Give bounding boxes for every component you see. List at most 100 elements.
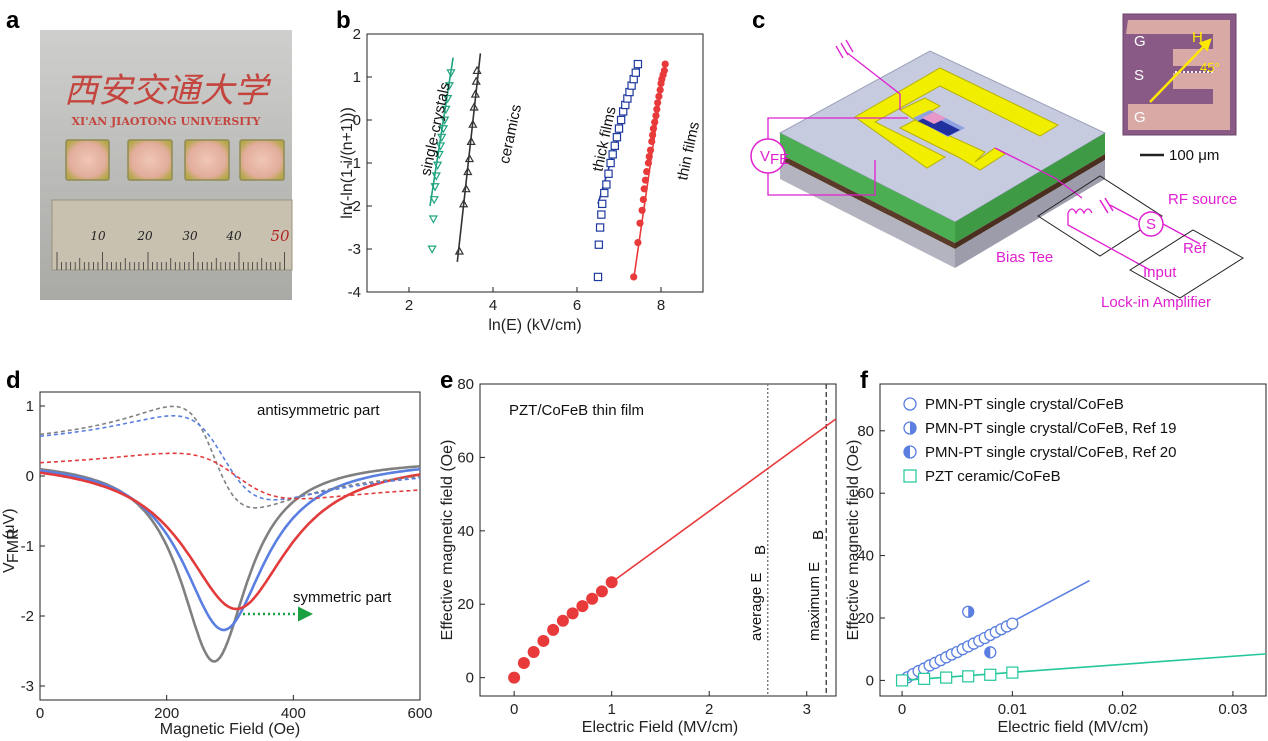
- e-point: [537, 634, 550, 647]
- weibull-point: [440, 116, 450, 125]
- f-data: [895, 579, 1267, 687]
- inset-angle-label: 45°: [1200, 60, 1220, 75]
- weibull-point: [648, 137, 656, 146]
- weibull-point: [466, 136, 476, 145]
- micrograph-inset: G S G H 45°: [1122, 13, 1237, 136]
- inset-field-label: H: [1192, 29, 1203, 46]
- f-legend-marker: [903, 397, 917, 411]
- f-legend-label: PZT ceramic/CoFeB: [925, 468, 1061, 485]
- f-y-tick-label: 60: [857, 485, 874, 502]
- ruler-ticks: [56, 252, 285, 270]
- weibull-fit-line: [456, 53, 482, 262]
- fmr-y-tick-label: 0: [26, 468, 34, 485]
- weibull-point: [437, 133, 447, 143]
- maximum-eb-label: maximum E: [806, 562, 823, 641]
- e-axis-ticks: 0 1 2 3 0 20 40 60 80: [457, 376, 811, 718]
- fmr-curve-anti: [39, 415, 421, 501]
- e-point: [576, 600, 589, 613]
- weibull-point: [652, 112, 660, 120]
- f-x-tick-label: 0.02: [1108, 701, 1137, 718]
- weibull-y-label: ln(-ln(1-i/(n+1))): [339, 107, 356, 219]
- e-point: [556, 614, 569, 627]
- f-y-tick-label: 0: [866, 672, 874, 689]
- weibull-y-tick-label: 0: [353, 112, 361, 129]
- e-point: [517, 656, 530, 669]
- fmr-y-tick-label: 1: [26, 398, 34, 415]
- micrograph-electrodes: [1126, 20, 1230, 130]
- weibull-y-tick-label: -4: [348, 284, 361, 301]
- e-point: [547, 623, 560, 636]
- e-y-tick-label: 80: [457, 376, 474, 393]
- fmr-y-tick-label: -1: [21, 538, 34, 555]
- weibull-point: [469, 102, 479, 111]
- e-point: [605, 576, 618, 589]
- e-point: [527, 645, 540, 658]
- electrode-tab: [898, 97, 942, 121]
- fmr-y-tick-label: -2: [21, 608, 34, 625]
- e-x-tick-label: 0: [510, 701, 518, 718]
- fmr-x-tick-label: 200: [154, 705, 179, 722]
- fmr-y-label: V: [1, 562, 18, 573]
- ruler-body: [51, 199, 293, 271]
- f-plot-frame: [879, 383, 1267, 697]
- university-logo: 西安交通大学: [64, 71, 272, 111]
- weibull-point: [636, 219, 644, 227]
- ruler-mark-50: 50: [270, 227, 290, 245]
- weibull-point: [470, 89, 480, 98]
- f-legend-marker: [903, 469, 917, 483]
- e-y-tick-label: 40: [457, 523, 474, 540]
- weibull-point: [472, 65, 482, 75]
- weibull-point: [638, 206, 646, 214]
- average-eb-sub: B: [752, 545, 769, 555]
- weibull-point: [600, 188, 609, 198]
- f-point: [895, 674, 909, 687]
- f-point-fill: [968, 606, 974, 618]
- fmr-x-label: Magnetic Field (Oe): [160, 721, 301, 738]
- weibull-point: [597, 210, 606, 219]
- fmr-data: [39, 405, 421, 663]
- weibull-x-tick-label: 2: [405, 297, 413, 314]
- e-x-tick-label: 2: [705, 701, 713, 718]
- weibull-point: [463, 166, 473, 176]
- pzt-strip: [922, 112, 946, 124]
- weibull-x-tick-label: 8: [657, 297, 665, 314]
- fmr-y-label-unit: (μV): [1, 508, 18, 539]
- f-point: [918, 672, 931, 685]
- fmr-curve-sym: [39, 471, 421, 611]
- f-point: [962, 605, 975, 618]
- sample-2: [127, 139, 173, 181]
- f-legend-marker-fill: [904, 446, 910, 458]
- weibull-x-tick-label: 6: [573, 297, 581, 314]
- weibull-point: [602, 180, 611, 189]
- weibull-point: [639, 195, 647, 204]
- weibull-point: [641, 176, 650, 184]
- fmr-curve-anti: [39, 405, 421, 509]
- e-fit-line: [611, 418, 837, 583]
- weibull-point: [634, 238, 642, 247]
- ruler-mark-20: 20: [136, 229, 153, 243]
- f-axis-ticks: 0 0.01 0.02 0.03 0 20 40 60 80: [857, 423, 1247, 718]
- bottom-left: [780, 154, 955, 249]
- inductor-icon: [1067, 208, 1093, 215]
- fmr-chart: 0 200 400 600 -3 -2 -1 0 1 Magnetic Field (Oe) V…: [1, 391, 433, 738]
- annotation-symmetric: symmetric part: [293, 589, 392, 606]
- weibull-y-tick-label: -2: [348, 198, 361, 215]
- e-point: [566, 607, 579, 620]
- capacitor-icon: [1099, 199, 1109, 214]
- e-chart-title: PZT/CoFeB thin film: [509, 402, 644, 419]
- wiring: [767, 39, 1083, 199]
- f-legend: PMN-PT single crystal/CoFeB PMN-PT single…: [903, 396, 1176, 485]
- ruler-mark-40: 40: [225, 229, 242, 243]
- weibull-plot-frame: [366, 33, 704, 293]
- ruler-mark-10: 10: [90, 229, 106, 243]
- maximum-eb-label-group: maximum E B: [806, 530, 827, 641]
- weibull-axis-ticks: 2 4 6 8 -4 -3 -2 -1 0 1 2: [348, 26, 666, 314]
- e-y-tick-label: 0: [466, 670, 474, 687]
- weibull-y-tick-label: -3: [348, 241, 361, 258]
- input-label: Input: [1143, 264, 1177, 281]
- weibull-chart: 2 4 6 8 -4 -3 -2 -1 0 1 2 ln(E) (kV/cm) ln(-ln(1-i…: [339, 26, 704, 334]
- fmr-axis-ticks: 0 200 400 600 -3 -2 -1 0 1: [21, 398, 433, 722]
- weibull-point: [631, 68, 641, 77]
- scale-bar-label: 100 μm: [1169, 147, 1219, 164]
- sample-3: [184, 139, 230, 181]
